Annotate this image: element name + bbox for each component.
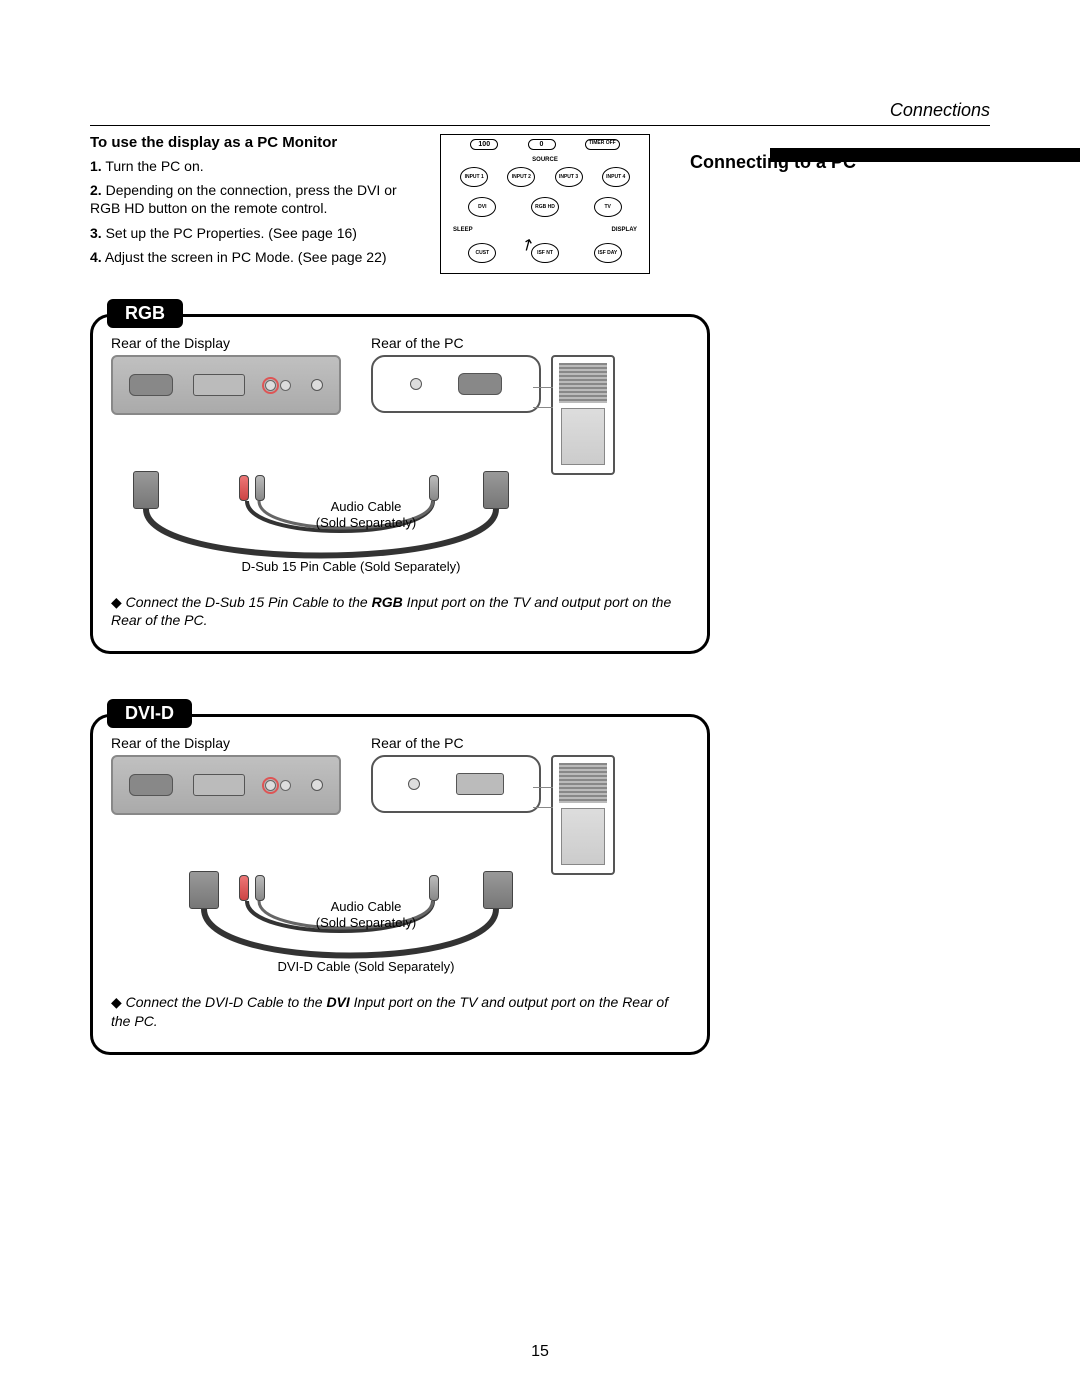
rgb-cable-zone: Audio Cable(Sold Separately) D-Sub 15 Pi…	[111, 471, 689, 581]
remote-btn-in1: INPUT 1	[460, 167, 488, 187]
dvi-port-icon-2	[193, 774, 245, 796]
pc-audio-icon	[410, 378, 422, 390]
remote-btn-0: 0	[528, 139, 556, 150]
rca-white-icon	[280, 380, 291, 391]
rgb-display-ports	[111, 355, 341, 415]
mini-jack-icon-2	[311, 779, 323, 791]
callout-line-3	[533, 787, 553, 788]
remote-btn-dvi: DVI	[468, 197, 496, 217]
dvi-cable-zone: Audio Cable(Sold Separately) DVI-D Cable…	[111, 871, 689, 981]
remote-lbl-sleep: SLEEP	[453, 227, 473, 233]
remote-btn-timer: TIMER OFF	[585, 139, 620, 150]
dvi-tab: DVI-D	[107, 699, 192, 728]
dvi-display-ports	[111, 755, 341, 815]
dvi-pc-ports	[371, 755, 541, 813]
step-2: 2. Depending on the connection, press th…	[90, 181, 430, 217]
rgb-main-cable-label: D-Sub 15 Pin Cable (Sold Separately)	[221, 559, 481, 575]
rgb-rear-pc-label: Rear of the PC	[371, 335, 615, 351]
rgb-tab: RGB	[107, 299, 183, 328]
step-4: 4. Adjust the screen in PC Mode. (See pa…	[90, 248, 430, 266]
vga-port-icon-2	[129, 774, 173, 796]
rgb-rear-display-label: Rear of the Display	[111, 335, 341, 351]
header-black-bar	[770, 148, 1080, 162]
callout-line-4	[533, 807, 553, 808]
callout-line-2	[533, 407, 553, 408]
remote-btn-in3: INPUT 3	[555, 167, 583, 187]
remote-btn-100: 100	[470, 139, 498, 150]
dvi-port-icon	[193, 374, 245, 396]
instructions-title: To use the display as a PC Monitor	[90, 134, 430, 151]
rca-group	[265, 380, 291, 391]
pc-tower-icon-2	[551, 755, 615, 875]
vga-port-icon	[129, 374, 173, 396]
pc-vga-icon	[458, 373, 502, 395]
rgb-diagram: RGB Rear of the Display Rear	[90, 314, 710, 654]
rgb-audio-cable-label: Audio Cable(Sold Separately)	[296, 499, 436, 530]
dvi-main-cable-label: DVI-D Cable (Sold Separately)	[246, 959, 486, 975]
remote-btn-isfday: ISF DAY	[594, 243, 622, 263]
mini-jack-icon	[311, 379, 323, 391]
rgb-note: ◆ Connect the D-Sub 15 Pin Cable to the …	[111, 593, 689, 629]
remote-source-label: SOURCE	[441, 157, 649, 163]
step-3: 3. Set up the PC Properties. (See page 1…	[90, 224, 430, 242]
pc-dvi-icon	[456, 773, 504, 795]
pc-audio-icon-2	[408, 778, 420, 790]
callout-line	[533, 387, 553, 388]
dvi-diagram: DVI-D Rear of the Display Rea	[90, 714, 710, 1054]
rca-group-2	[265, 780, 291, 791]
rca-red-icon	[265, 380, 276, 391]
rca-red-icon-2	[265, 780, 276, 791]
dvi-rear-display-label: Rear of the Display	[111, 735, 341, 751]
remote-btn-in2: INPUT 2	[507, 167, 535, 187]
page-number: 15	[0, 1343, 1080, 1361]
dvi-audio-cable-label: Audio Cable(Sold Separately)	[296, 899, 436, 930]
remote-btn-rgbhd: RGB HD	[531, 197, 559, 217]
manual-page: Connections To use the display as a PC M…	[0, 0, 1080, 1397]
dvi-note: ◆ Connect the DVI-D Cable to the DVI Inp…	[111, 993, 689, 1029]
remote-btn-in4: INPUT 4	[602, 167, 630, 187]
remote-btn-tv: TV	[594, 197, 622, 217]
rca-white-icon-2	[280, 780, 291, 791]
step-1: 1. Turn the PC on.	[90, 157, 430, 175]
remote-lbl-display: DISPLAY	[612, 227, 637, 233]
remote-diagram: 100 0 TIMER OFF SOURCE INPUT 1 INPUT 2 I…	[440, 134, 650, 274]
dvi-rear-pc-label: Rear of the PC	[371, 735, 615, 751]
header-rule	[90, 125, 990, 126]
remote-btn-cust: CUST	[468, 243, 496, 263]
pc-tower-icon	[551, 355, 615, 475]
section-header: Connections	[90, 100, 990, 125]
rgb-pc-ports	[371, 355, 541, 413]
instructions-block: To use the display as a PC Monitor 1. Tu…	[90, 134, 430, 272]
